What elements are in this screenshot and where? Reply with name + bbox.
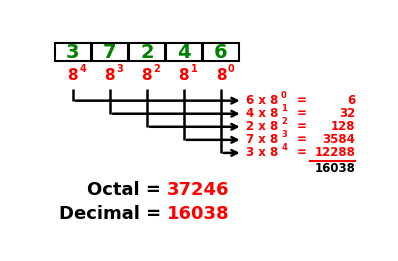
Text: 6 x 8: 6 x 8	[246, 94, 278, 107]
Text: 8: 8	[142, 68, 152, 82]
Bar	[166, 43, 202, 62]
Text: =: =	[297, 120, 306, 133]
Text: 7 x 8: 7 x 8	[246, 133, 278, 146]
Text: 8: 8	[216, 68, 226, 82]
Text: 7: 7	[103, 43, 117, 62]
Text: 16038: 16038	[167, 205, 230, 223]
Text: 37246: 37246	[167, 181, 230, 199]
Text: 6: 6	[347, 94, 355, 107]
Text: 2: 2	[140, 43, 154, 62]
Text: 2 x 8: 2 x 8	[246, 120, 278, 133]
Text: 8: 8	[68, 68, 78, 82]
Text: =: =	[297, 94, 306, 107]
Text: 8: 8	[105, 68, 115, 82]
Text: 3: 3	[117, 63, 123, 74]
Text: 1: 1	[281, 104, 287, 113]
Text: 0: 0	[228, 63, 234, 74]
Text: Decimal =: Decimal =	[59, 205, 167, 223]
Bar	[92, 43, 128, 62]
Text: 4 x 8: 4 x 8	[246, 107, 278, 120]
Text: 3: 3	[281, 130, 287, 139]
Text: 6: 6	[214, 43, 228, 62]
Text: =: =	[297, 146, 306, 159]
Text: 2: 2	[281, 117, 287, 126]
Text: 16038: 16038	[314, 163, 355, 175]
Bar	[55, 43, 91, 62]
Text: 3584: 3584	[322, 133, 355, 146]
Text: 32: 32	[339, 107, 355, 120]
Text: 4: 4	[177, 43, 191, 62]
Text: 3 x 8: 3 x 8	[246, 146, 278, 159]
Text: Octal =: Octal =	[87, 181, 167, 199]
Text: 3: 3	[66, 43, 80, 62]
Text: 128: 128	[331, 120, 355, 133]
Text: 0: 0	[281, 91, 287, 100]
Text: 8: 8	[179, 68, 189, 82]
Text: 4: 4	[80, 63, 86, 74]
Bar	[129, 43, 165, 62]
Text: 2: 2	[154, 63, 160, 74]
Text: 4: 4	[281, 143, 287, 152]
Text: =: =	[297, 107, 306, 120]
Text: 12288: 12288	[314, 146, 355, 159]
Bar	[203, 43, 239, 62]
Text: 1: 1	[191, 63, 197, 74]
Text: =: =	[297, 133, 306, 146]
